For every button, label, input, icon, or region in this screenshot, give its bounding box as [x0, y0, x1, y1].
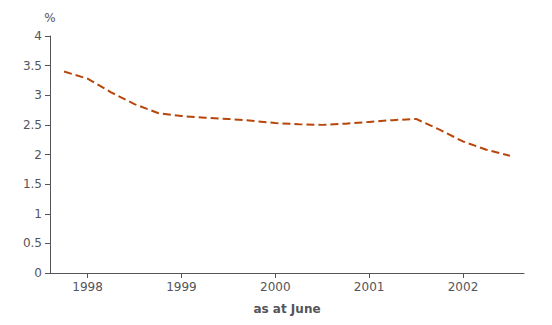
svg-text:2000: 2000: [260, 280, 291, 294]
svg-text:2001: 2001: [354, 280, 385, 294]
svg-text:2: 2: [34, 148, 42, 162]
svg-text:0.5: 0.5: [23, 236, 42, 250]
svg-text:1998: 1998: [72, 280, 103, 294]
svg-text:2002: 2002: [448, 280, 479, 294]
svg-text:0: 0: [34, 266, 42, 280]
svg-text:3: 3: [34, 88, 42, 102]
svg-text:2.5: 2.5: [23, 118, 42, 132]
svg-text:1999: 1999: [166, 280, 197, 294]
svg-text:3.5: 3.5: [23, 59, 42, 73]
svg-text:%: %: [44, 11, 55, 25]
svg-text:4: 4: [34, 29, 42, 43]
svg-text:as at June: as at June: [253, 302, 320, 316]
svg-text:1.5: 1.5: [23, 177, 42, 191]
svg-text:1: 1: [34, 207, 42, 221]
